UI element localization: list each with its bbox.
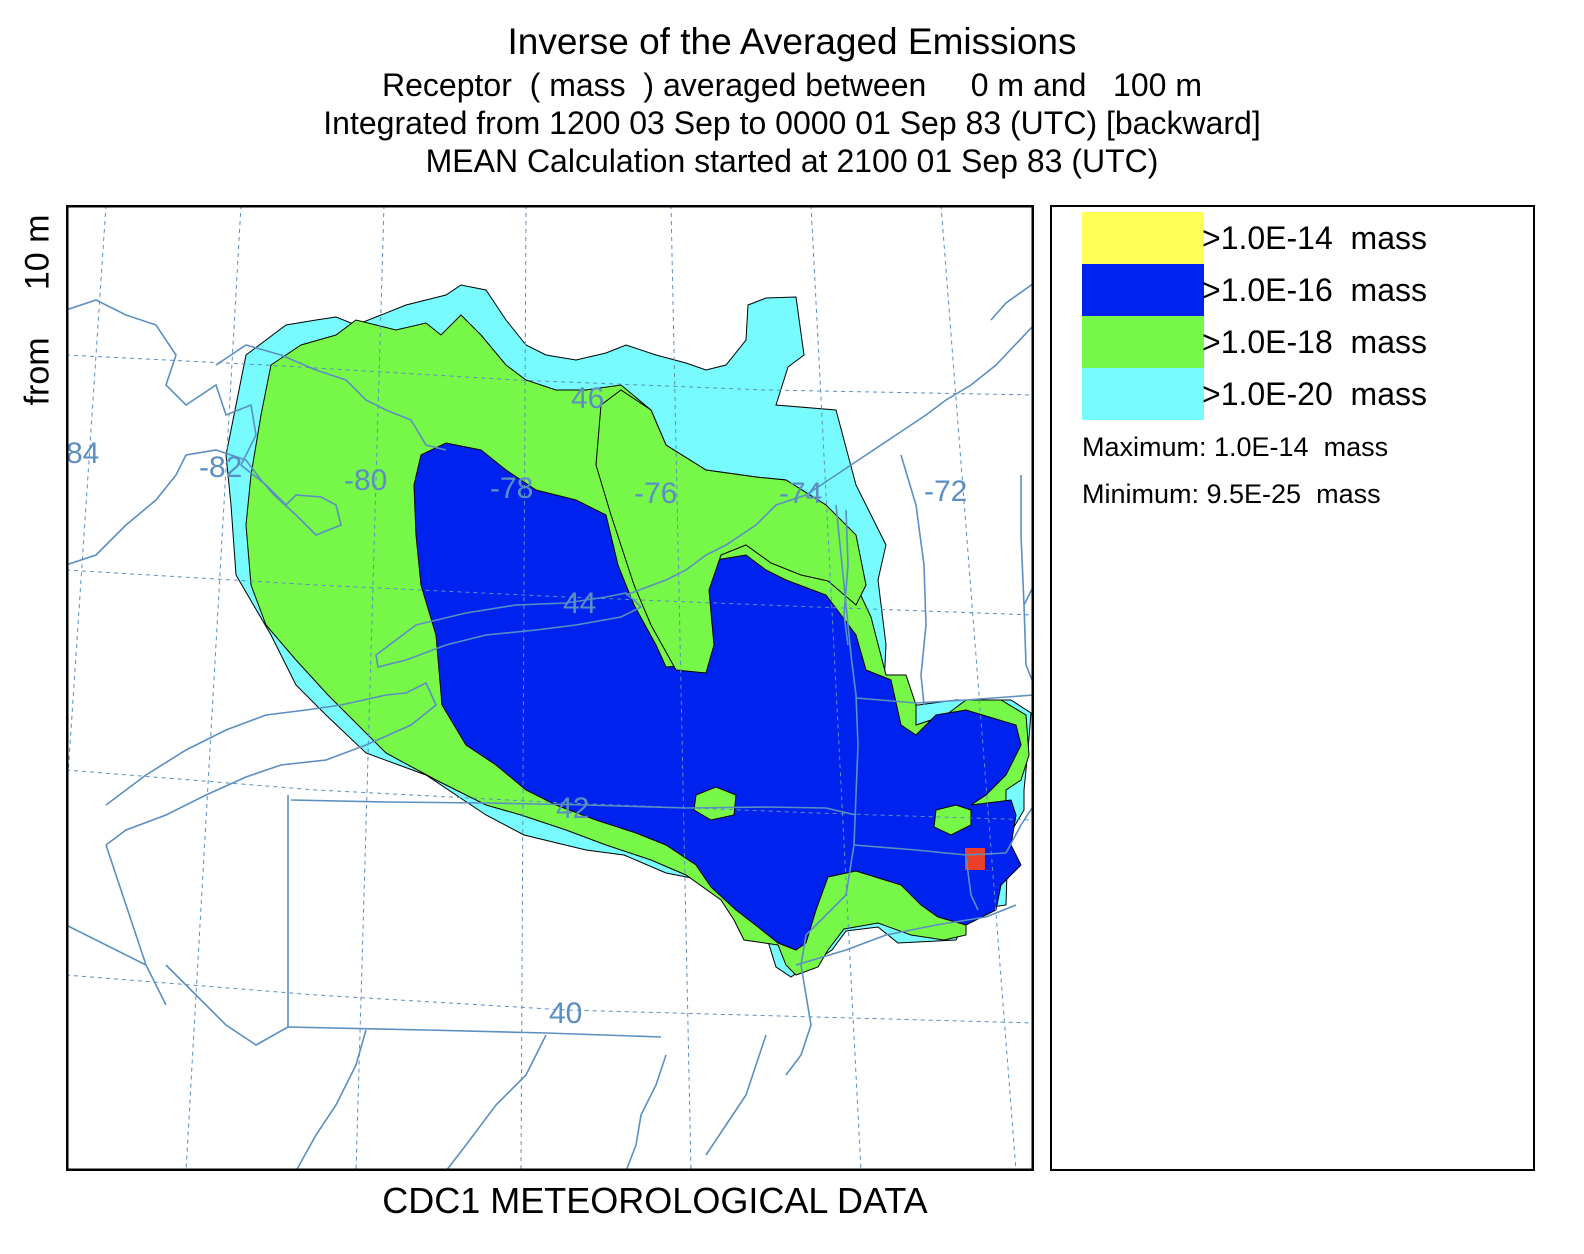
plume-inner-green-2 — [693, 786, 737, 821]
legend-row: >1.0E-16 mass — [1082, 264, 1522, 316]
lat-label: 46 — [571, 382, 604, 415]
footer-data-source: CDC1 METEOROLOGICAL DATA — [382, 1180, 928, 1221]
coast-east — [1005, 804, 1034, 854]
parallel-46 — [66, 354, 1034, 396]
page-title: Inverse of the Averaged Emissions — [507, 21, 1077, 62]
lon-label: -72 — [924, 475, 967, 508]
st-lawrence-outline — [625, 324, 1034, 596]
lat-label: 40 — [549, 997, 582, 1030]
legend-label: >1.0E-14 mass — [1202, 220, 1427, 256]
pa-south-border — [287, 1026, 662, 1038]
map-border — [66, 205, 1034, 1171]
legend-row: >1.0E-14 mass — [1082, 212, 1522, 264]
subtitle-calculation: MEAN Calculation started at 2100 01 Sep … — [425, 143, 1159, 179]
meridian--72 — [940, 205, 1017, 1171]
maximum-value: Maximum: 1.0E-14 mass — [1082, 432, 1389, 462]
wv-border — [295, 1029, 367, 1171]
lake-ontario-outline — [375, 592, 643, 668]
long-island — [795, 904, 1017, 966]
ma-south-border — [853, 844, 1007, 856]
legend-label: >1.0E-20 mass — [1202, 376, 1427, 412]
de-bay — [705, 1034, 767, 1156]
lon-label: -74 — [779, 477, 822, 510]
meridian--76 — [670, 205, 692, 1171]
meridian--84 — [66, 205, 107, 806]
meridian--80 — [355, 205, 385, 1171]
lat-label: 42 — [556, 792, 589, 825]
lake-erie-outline — [105, 681, 437, 846]
georgian-bay-outline — [215, 344, 447, 451]
parallel-42 — [66, 769, 1034, 821]
graticule-layer — [66, 205, 1034, 1171]
meridian--82 — [185, 205, 242, 1171]
legend-swatch — [1082, 368, 1204, 420]
lon-label: -80 — [344, 464, 387, 497]
coast-nw — [990, 282, 1034, 321]
lon-label: -84 — [66, 437, 99, 470]
lat-label: 44 — [563, 587, 596, 620]
plume-contour-1e-16 — [413, 442, 1022, 951]
ches-bay — [625, 1054, 667, 1171]
legend-row: >1.0E-18 mass — [1082, 316, 1522, 368]
nj-coast — [785, 964, 812, 1076]
md-va-rivers — [445, 1034, 547, 1171]
lon-label: -78 — [490, 472, 533, 505]
ohio-lines — [66, 924, 147, 966]
plume-inner-green-3 — [933, 804, 972, 836]
legend-label: >1.0E-16 mass — [1202, 272, 1427, 308]
title-block: Inverse of the Averaged Emissions Recept… — [0, 18, 1584, 180]
legend-swatch — [1082, 264, 1204, 316]
legend-label: >1.0E-18 mass — [1202, 324, 1427, 360]
lake-champlain — [843, 509, 849, 646]
lon-label: -76 — [634, 477, 677, 510]
graticule-labels: -84 -82 -80 -78 -76 -74 -72 46 44 42 40 — [66, 382, 967, 1030]
subtitle-receptor: Receptor ( mass ) averaged between 0 m a… — [382, 67, 1202, 103]
legend-row: >1.0E-20 mass — [1082, 368, 1522, 420]
minimum-value: Minimum: 9.5E-25 mass — [1082, 479, 1381, 509]
legend-swatch — [1082, 316, 1204, 368]
meridian--74 — [810, 205, 862, 1171]
map-panel[interactable]: -84 -82 -80 -78 -76 -74 -72 46 44 42 40 — [66, 205, 1034, 1171]
ct-ri-border — [965, 856, 979, 911]
ny-vt-border — [835, 504, 857, 696]
legend-panel: >1.0E-14 mass >1.0E-16 mass >1.0E-18 mas… — [1050, 205, 1535, 1171]
subtitle-integration: Integrated from 1200 03 Sep to 0000 01 S… — [323, 105, 1261, 141]
plume-inner-green-1 — [595, 389, 867, 674]
height-label-text: from 10 m — [18, 214, 57, 406]
ma-north-border — [855, 694, 1034, 704]
geography-layer — [66, 282, 1034, 1171]
meridian--78 — [520, 205, 527, 1171]
ny-pa-border — [290, 799, 857, 816]
plume-layer — [225, 284, 1032, 978]
lon-label: -82 — [199, 451, 242, 484]
ohio-border — [105, 844, 167, 1006]
legend-swatch — [1082, 212, 1204, 264]
map-canvas[interactable]: -84 -82 -80 -78 -76 -74 -72 46 44 42 40 — [66, 205, 1034, 1171]
lake-huron-outline — [66, 299, 342, 566]
vt-nh-border — [900, 454, 927, 706]
parallel-40 — [66, 974, 1034, 1024]
oh-wv-river — [165, 964, 289, 1046]
